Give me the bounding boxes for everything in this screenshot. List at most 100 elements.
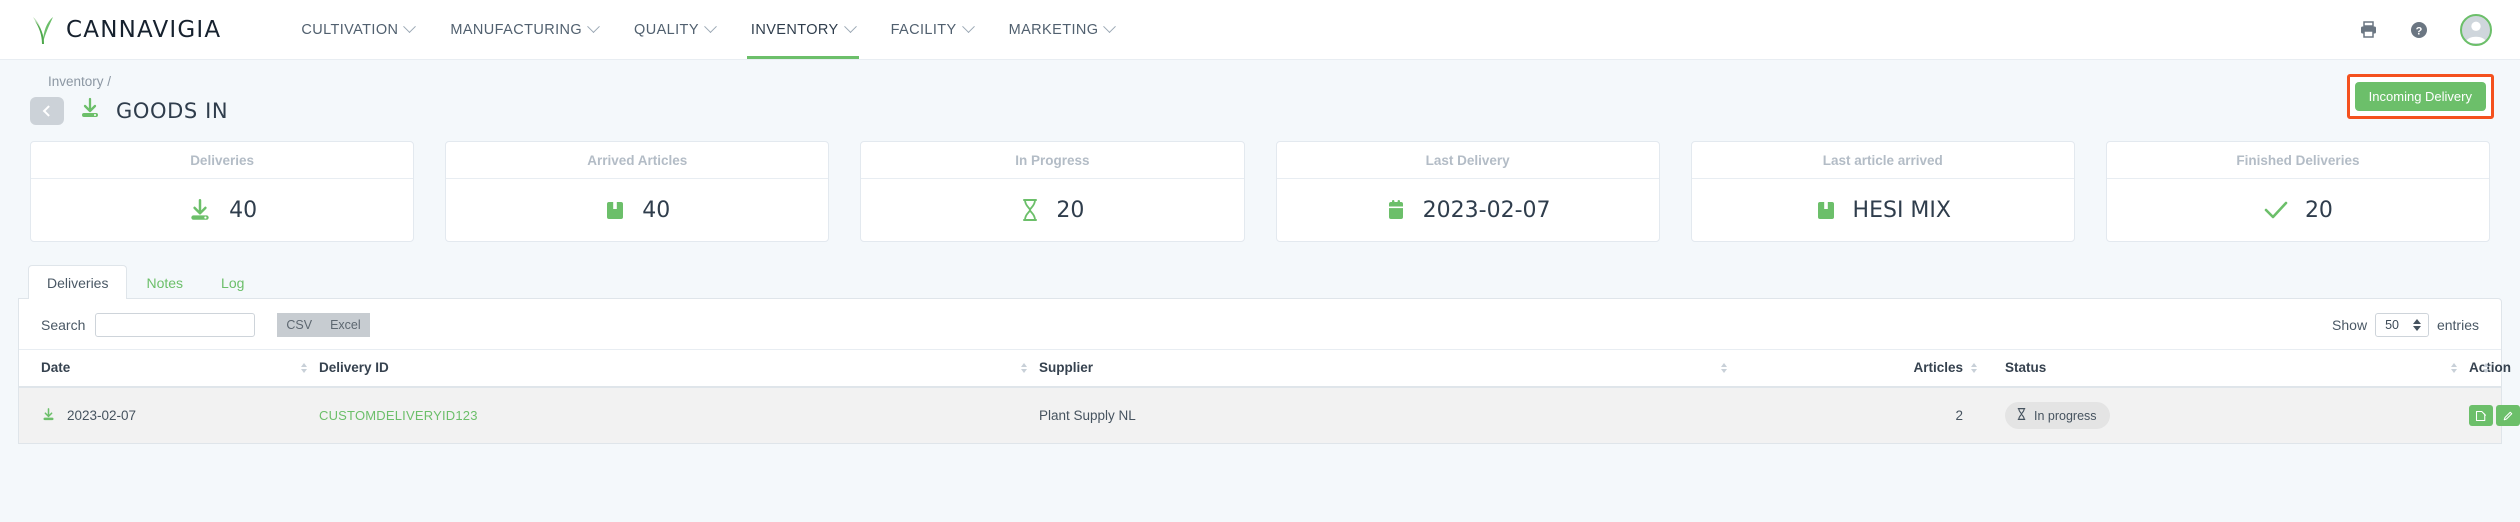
- chevron-down-icon: [843, 20, 857, 34]
- nav-right-actions: ?: [2359, 13, 2492, 46]
- incoming-delivery-highlight: Incoming Delivery: [2346, 74, 2494, 119]
- column-label: Status: [2005, 360, 2047, 375]
- entries-select[interactable]: 50: [2375, 313, 2429, 337]
- export-excel-button[interactable]: Excel: [321, 313, 370, 337]
- sort-icon: [2451, 363, 2457, 373]
- deliveries-panel: Search CSV Excel Show 50 entries Date: [18, 298, 2520, 444]
- column-header-status[interactable]: Status: [1989, 349, 2469, 388]
- stat-card-body: 2023-02-07: [1277, 179, 1659, 241]
- title-row: GOODS IN: [30, 96, 2490, 125]
- deliveries-panel-wrapper: Deliveries Notes Log Search CSV Excel Sh…: [0, 242, 2520, 444]
- print-icon[interactable]: [2359, 20, 2378, 39]
- nav-label: MARKETING: [1008, 21, 1099, 38]
- stat-card-value: 40: [642, 197, 671, 223]
- column-header-supplier[interactable]: Supplier: [1039, 349, 1739, 388]
- search-input[interactable]: [95, 313, 256, 337]
- export-buttons: CSV Excel: [277, 313, 370, 337]
- column-header-action[interactable]: Action: [2469, 349, 2511, 388]
- stat-card-last-delivery: Last Delivery 2023-02-07: [1275, 141, 1660, 242]
- chevron-down-icon: [704, 20, 717, 34]
- nav-item-marketing[interactable]: MARKETING: [991, 0, 1133, 59]
- export-csv-button[interactable]: CSV: [277, 313, 322, 337]
- edit-pencil-icon[interactable]: [2496, 405, 2520, 426]
- cell-action: [2469, 387, 2520, 443]
- cell-supplier: Plant Supply NL: [1039, 387, 1739, 443]
- breadcrumb[interactable]: Inventory /: [48, 74, 112, 89]
- nav-item-inventory[interactable]: INVENTORY: [733, 0, 873, 59]
- entries-control: Show 50 entries: [2332, 313, 2479, 337]
- cell-status: In progress: [1989, 387, 2469, 443]
- tab-label: Log: [221, 275, 245, 291]
- delivery-id-link[interactable]: CUSTOMDELIVERYID123: [319, 408, 478, 423]
- download-icon: [187, 197, 213, 223]
- brand-name: CANNAVIGIA: [66, 16, 222, 43]
- hourglass-icon: [1020, 197, 1040, 223]
- nav-item-cultivation[interactable]: CULTIVATION: [283, 0, 432, 59]
- cell-articles: 2: [1739, 387, 1989, 443]
- column-label: Supplier: [1039, 360, 1094, 375]
- check-icon: [2263, 199, 2289, 221]
- stat-cards: Deliveries 40 Arrived Articles 4: [0, 125, 2520, 242]
- entries-label: entries: [2436, 317, 2479, 333]
- stat-card-value: HESI MIX: [1852, 197, 1951, 223]
- deliveries-table: Date Delivery ID Supplier Articles: [19, 349, 2520, 443]
- sort-icon: [1021, 363, 1027, 373]
- status-badge: In progress: [2005, 402, 2110, 429]
- column-label: Action: [2469, 360, 2511, 375]
- cell-date: 2023-02-07: [19, 387, 319, 443]
- avatar[interactable]: [2460, 13, 2492, 46]
- nav-item-manufacturing[interactable]: MANUFACTURING: [432, 0, 616, 59]
- table-header: Date Delivery ID Supplier Articles: [19, 349, 2511, 388]
- column-label: Delivery ID: [319, 360, 389, 375]
- column-header-articles[interactable]: Articles: [1739, 349, 1989, 388]
- nav-label: MANUFACTURING: [450, 21, 583, 38]
- chevron-left-icon: [42, 104, 55, 117]
- edit-document-icon[interactable]: [2469, 405, 2493, 426]
- show-label: Show: [2332, 317, 2368, 333]
- brand-logo[interactable]: CANNAVIGIA: [30, 15, 221, 45]
- entries-value: 50: [2385, 318, 2399, 332]
- nav-label: INVENTORY: [750, 21, 839, 38]
- stat-card-deliveries: Deliveries 40: [30, 141, 415, 242]
- nav-label: CULTIVATION: [301, 21, 399, 38]
- box-icon: [604, 198, 626, 222]
- page-title: GOODS IN: [116, 98, 229, 123]
- stat-card-label: Arrived Articles: [446, 142, 829, 179]
- stat-card-in-progress: In Progress 20: [860, 141, 1245, 242]
- tab-deliveries[interactable]: Deliveries: [28, 265, 128, 299]
- sort-icon: [1721, 363, 1727, 373]
- status-badge-label: In progress: [2034, 408, 2097, 423]
- stat-card-label: Finished Deliveries: [2106, 142, 2490, 179]
- column-header-delivery-id[interactable]: Delivery ID: [319, 349, 1039, 388]
- column-label: Date: [41, 360, 71, 375]
- stat-card-body: 20: [861, 179, 1243, 241]
- tab-notes[interactable]: Notes: [127, 265, 202, 299]
- incoming-delivery-button[interactable]: Incoming Delivery: [2354, 82, 2486, 111]
- download-icon: [41, 407, 56, 425]
- table-header-row: Date Delivery ID Supplier Articles: [19, 349, 2511, 388]
- chevron-down-icon: [1103, 20, 1117, 34]
- sort-icon: [1971, 363, 1977, 373]
- stat-card-arrived-articles: Arrived Articles 40: [445, 141, 830, 242]
- tab-log[interactable]: Log: [202, 265, 263, 299]
- stat-card-value: 20: [2304, 197, 2333, 223]
- goods-in-download-icon: [78, 96, 102, 125]
- spinner-icon: [2412, 319, 2421, 331]
- box-icon: [1815, 198, 1837, 222]
- main-nav-items: CULTIVATION MANUFACTURING QUALITY INVENT…: [283, 0, 1132, 59]
- chevron-down-icon: [403, 20, 417, 34]
- search-label: Search: [41, 317, 86, 333]
- row-action-buttons: [2469, 405, 2520, 426]
- leaf-icon: [30, 15, 56, 45]
- column-header-date[interactable]: Date: [19, 349, 319, 388]
- nav-item-quality[interactable]: QUALITY: [616, 0, 733, 59]
- page-header: Inventory / GOODS IN Incoming Delivery: [0, 60, 2520, 125]
- stat-card-finished-deliveries: Finished Deliveries 20: [2105, 141, 2491, 242]
- back-button[interactable]: [30, 96, 64, 125]
- help-icon[interactable]: ?: [2410, 21, 2428, 39]
- table-row[interactable]: 2023-02-07 CUSTOMDELIVERYID123 Plant Sup…: [19, 387, 2520, 443]
- nav-item-facility[interactable]: FACILITY: [873, 0, 991, 59]
- table-body: 2023-02-07 CUSTOMDELIVERYID123 Plant Sup…: [19, 387, 2520, 443]
- nav-label: QUALITY: [634, 21, 699, 38]
- stat-card-label: Deliveries: [31, 142, 414, 179]
